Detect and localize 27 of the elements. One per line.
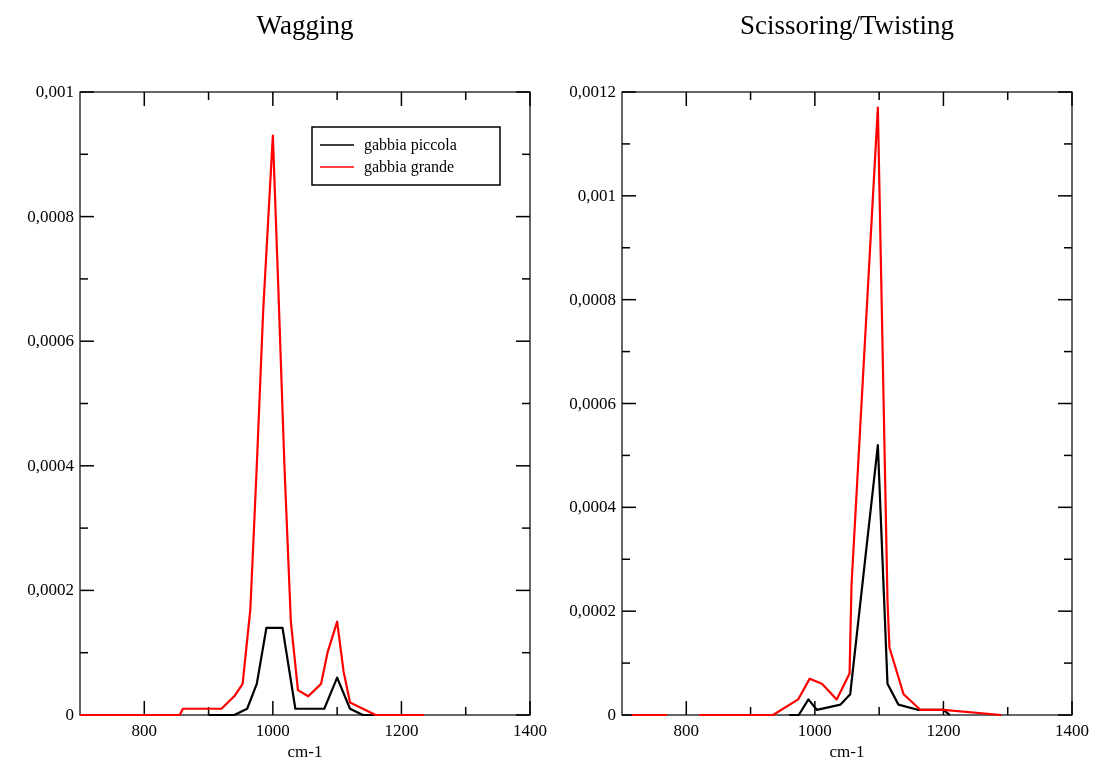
x-tick-label: 1000 bbox=[255, 721, 290, 740]
y-tick-label: 0,001 bbox=[577, 185, 616, 205]
y-tick-label: 0,0012 bbox=[569, 82, 616, 101]
x-tick-label: 1400 bbox=[513, 721, 547, 740]
y-tick-label: 0,0004 bbox=[569, 497, 617, 517]
y-tick-label: 0,0002 bbox=[569, 601, 616, 621]
x-tick-label: 1200 bbox=[384, 721, 419, 740]
legend-label: gabbia grande bbox=[364, 158, 455, 176]
y-tick-label: 0,0008 bbox=[569, 289, 616, 309]
x-tick-label: 800 bbox=[673, 721, 700, 740]
x-tick-label: 800 bbox=[131, 721, 158, 740]
y-tick-label: 0,0008 bbox=[27, 206, 74, 226]
x-tick-label: 1200 bbox=[926, 721, 961, 740]
y-tick-label: 0,0004 bbox=[27, 455, 75, 475]
x-axis-title: cm-1 bbox=[287, 742, 323, 761]
y-tick-label: 0,0006 bbox=[27, 331, 74, 351]
chart-title: Wagging bbox=[256, 10, 354, 40]
y-tick-label: 0,001 bbox=[35, 82, 74, 101]
y-tick-label: 0,0002 bbox=[27, 580, 74, 600]
x-tick-label: 1000 bbox=[797, 721, 832, 740]
x-axis-title: cm-1 bbox=[829, 742, 865, 761]
y-tick-label: 0,0006 bbox=[569, 393, 616, 413]
y-tick-label: 0 bbox=[607, 705, 616, 724]
y-tick-label: 0 bbox=[65, 705, 74, 724]
legend-label: gabbia piccola bbox=[364, 136, 457, 154]
x-tick-label: 1400 bbox=[1055, 721, 1089, 740]
chart-title: Scissoring/Twisting bbox=[739, 10, 955, 40]
